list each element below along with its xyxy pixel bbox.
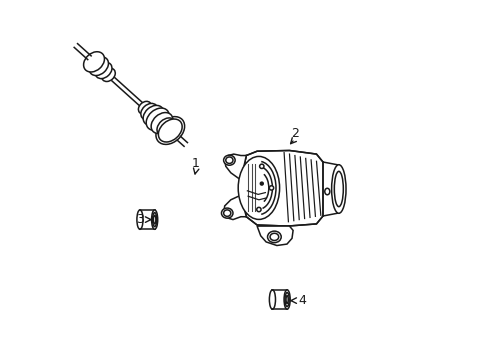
Ellipse shape (285, 293, 288, 306)
Text: 4: 4 (298, 294, 305, 307)
Text: 1: 1 (192, 157, 200, 170)
Ellipse shape (137, 210, 142, 229)
Ellipse shape (267, 231, 281, 243)
Ellipse shape (156, 117, 184, 144)
Polygon shape (241, 150, 322, 226)
Ellipse shape (238, 157, 279, 220)
Text: 3: 3 (136, 213, 144, 226)
Ellipse shape (324, 188, 329, 195)
Ellipse shape (152, 213, 157, 226)
Ellipse shape (141, 103, 157, 120)
Ellipse shape (102, 68, 115, 81)
Polygon shape (224, 154, 246, 180)
Ellipse shape (151, 210, 158, 229)
Polygon shape (257, 226, 292, 246)
Ellipse shape (151, 113, 172, 134)
Ellipse shape (269, 290, 275, 309)
Ellipse shape (95, 63, 112, 78)
Ellipse shape (223, 155, 235, 165)
Ellipse shape (269, 186, 273, 190)
Ellipse shape (146, 108, 169, 130)
Ellipse shape (259, 164, 264, 168)
Ellipse shape (260, 182, 263, 185)
Bar (140, 210, 154, 229)
Ellipse shape (256, 207, 261, 212)
Ellipse shape (158, 119, 182, 142)
Ellipse shape (284, 290, 289, 309)
Ellipse shape (221, 208, 232, 218)
Ellipse shape (89, 57, 108, 76)
Bar (272, 290, 286, 309)
Ellipse shape (83, 52, 104, 72)
Ellipse shape (331, 165, 346, 213)
Ellipse shape (157, 118, 175, 136)
Text: 2: 2 (290, 127, 298, 140)
Polygon shape (223, 195, 246, 220)
Ellipse shape (143, 105, 163, 125)
Ellipse shape (138, 102, 151, 114)
